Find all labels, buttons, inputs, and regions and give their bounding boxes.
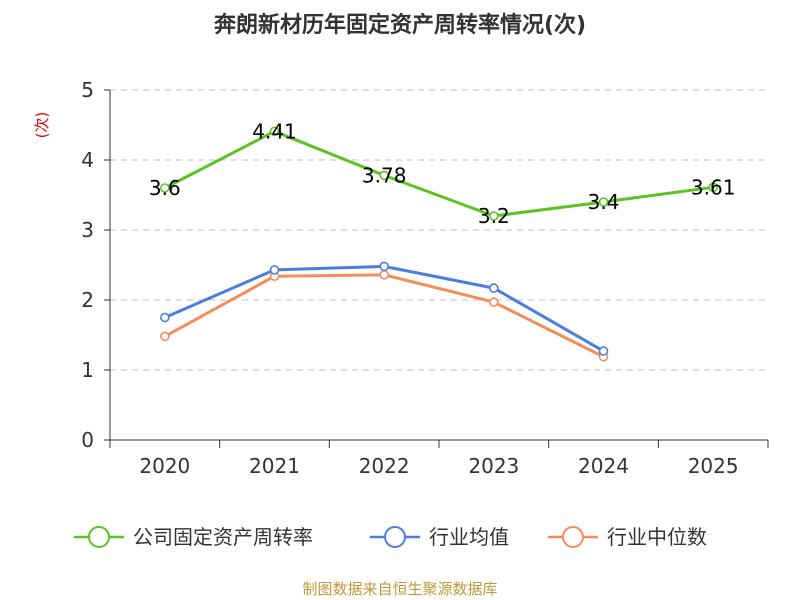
data-label: 3.6 [149,176,181,200]
data-labels: 3.6 4.41 3.78 3.2 3.4 3.61 [149,119,736,228]
data-point [269,126,280,137]
series-line [163,273,605,359]
y-tick-label: 0 [81,428,94,452]
data-point [489,297,499,307]
x-tick-label: 2021 [249,454,300,478]
y-axis-label: (次) [33,112,51,139]
x-tick-label: 2025 [688,454,739,478]
legend-marker [88,526,110,548]
data-point [379,261,389,272]
data-label: 3.61 [691,175,736,199]
legend-label: 行业中位数 [607,525,707,549]
legend-marker [384,526,406,548]
series-line [163,129,715,218]
x-tick-label: 2024 [578,454,629,478]
y-tick-label: 2 [81,288,94,312]
x-tick-label: 2023 [468,454,519,478]
data-point [160,312,170,323]
data-point [379,170,389,181]
grid-lines [110,89,768,371]
data-point [379,269,389,280]
data-point [269,265,280,275]
source-note: 制图数据来自恒生聚源数据库 [302,580,497,598]
series-group [160,126,718,362]
y-tick-label: 1 [81,358,94,382]
data-label: 3.4 [588,190,620,214]
data-label: 3.78 [362,163,407,187]
x-tick-label: 2022 [359,454,410,478]
data-label: 4.41 [252,119,297,143]
chart-title: 奔朗新材历年固定资产周转率情况(次) [214,12,586,38]
data-point [598,197,609,207]
y-tick-label: 5 [81,78,94,102]
y-tick-label: 3 [81,218,94,242]
legend-label: 公司固定资产周转率 [133,525,313,549]
y-tick-label: 4 [81,148,94,172]
legend-label: 行业均值 [429,525,509,549]
data-point [160,183,170,193]
legend-marker [562,526,584,548]
data-point [489,211,499,221]
data-point [160,331,170,342]
data-point [708,182,718,193]
x-tick-label: 2020 [139,454,190,478]
axes: 0 1 2 3 4 5 2020 2021 2022 2023 2024 2025 [81,78,769,478]
data-point [489,283,499,293]
data-label: 3.2 [478,204,510,228]
data-point [598,346,609,356]
legend: 公司固定资产周转率 行业均值 行业中位数 [74,525,707,549]
